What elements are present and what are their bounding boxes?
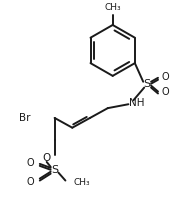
Text: CH₃: CH₃	[104, 3, 121, 12]
Text: O: O	[26, 158, 34, 168]
Text: O: O	[43, 153, 51, 163]
Text: NH: NH	[129, 98, 145, 108]
Text: S: S	[144, 79, 151, 89]
Text: CH₃: CH₃	[73, 178, 90, 187]
Text: O: O	[162, 72, 169, 82]
Text: S: S	[51, 165, 58, 175]
Text: O: O	[26, 177, 34, 187]
Text: O: O	[162, 88, 169, 97]
Text: Br: Br	[20, 113, 31, 123]
